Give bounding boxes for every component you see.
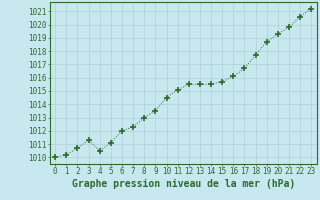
X-axis label: Graphe pression niveau de la mer (hPa): Graphe pression niveau de la mer (hPa) (72, 179, 295, 189)
